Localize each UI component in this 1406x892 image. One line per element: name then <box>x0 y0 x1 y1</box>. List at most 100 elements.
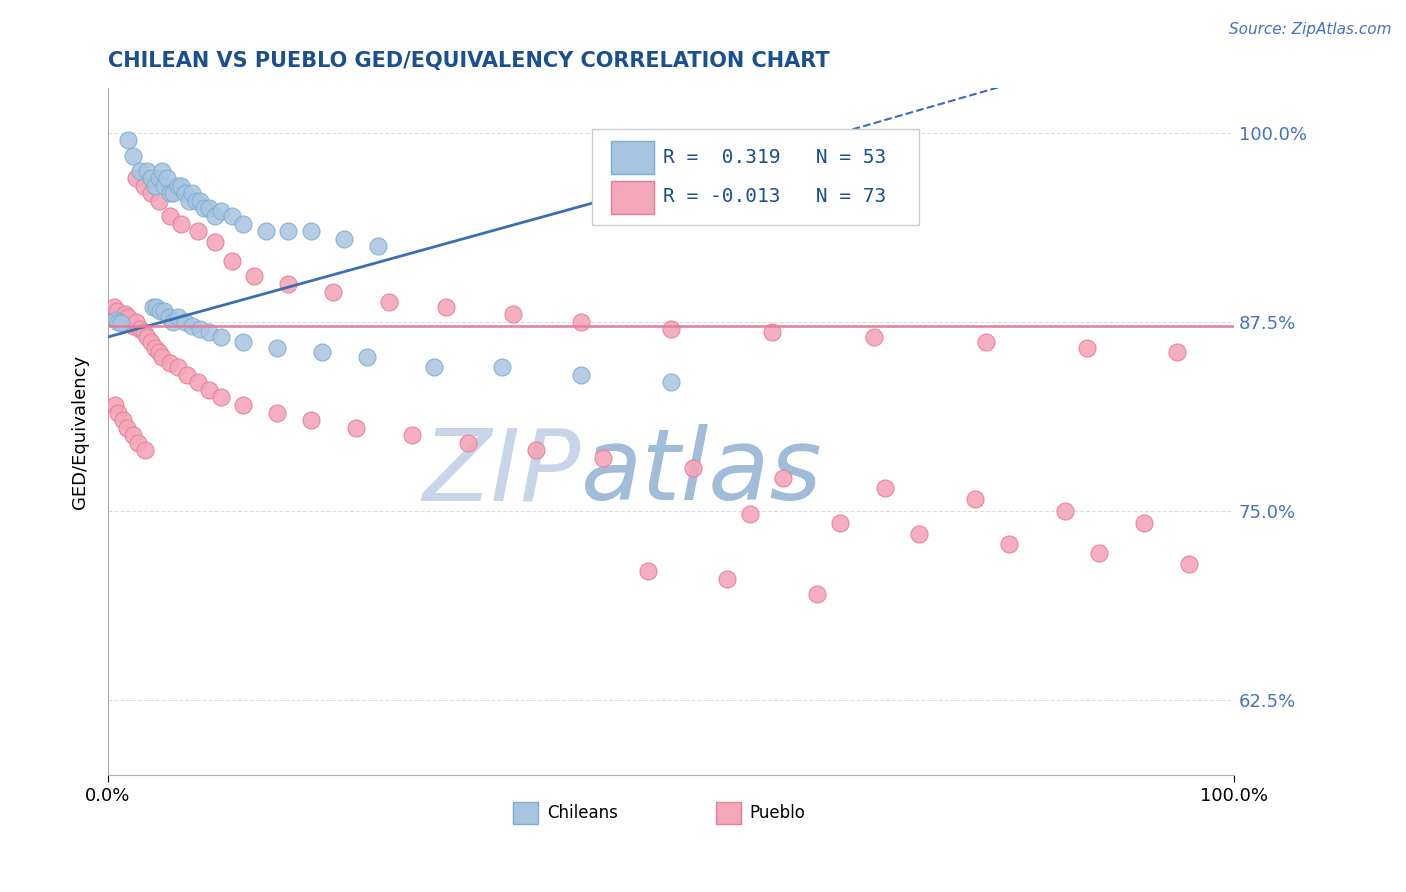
Point <box>204 209 226 223</box>
Point <box>299 413 322 427</box>
Point <box>401 428 423 442</box>
Point <box>254 224 277 238</box>
Point <box>121 148 143 162</box>
Point <box>198 326 221 340</box>
Point <box>173 315 195 329</box>
Point <box>772 470 794 484</box>
Point <box>277 277 299 291</box>
Point <box>1053 504 1076 518</box>
Point <box>143 178 166 193</box>
Point <box>153 178 176 193</box>
Point <box>159 186 181 201</box>
Point <box>188 322 211 336</box>
Point <box>128 163 150 178</box>
Point <box>187 376 209 390</box>
Point <box>828 516 851 530</box>
Point <box>117 310 139 325</box>
Point <box>761 326 783 340</box>
Text: Source: ZipAtlas.com: Source: ZipAtlas.com <box>1229 22 1392 37</box>
Point <box>637 564 659 578</box>
Point <box>198 383 221 397</box>
Point <box>738 507 761 521</box>
Point <box>333 232 356 246</box>
Point <box>111 413 134 427</box>
Point <box>356 350 378 364</box>
Point <box>159 356 181 370</box>
Point <box>110 317 132 331</box>
Point <box>569 315 592 329</box>
Point <box>209 204 232 219</box>
Point <box>134 443 156 458</box>
Point <box>148 345 170 359</box>
Point <box>423 360 446 375</box>
Point <box>125 315 148 329</box>
Point <box>243 269 266 284</box>
Point <box>170 217 193 231</box>
Point <box>311 345 333 359</box>
Point <box>103 300 125 314</box>
Text: atlas: atlas <box>581 425 823 521</box>
Point <box>907 526 929 541</box>
Point <box>153 304 176 318</box>
Point <box>139 171 162 186</box>
Point <box>125 171 148 186</box>
Point <box>204 235 226 249</box>
Point <box>193 202 215 216</box>
Point <box>170 178 193 193</box>
Point <box>659 376 682 390</box>
Point <box>659 322 682 336</box>
Point <box>148 171 170 186</box>
Text: R =  0.319   N = 53: R = 0.319 N = 53 <box>664 148 886 167</box>
Point <box>150 163 173 178</box>
Point <box>121 428 143 442</box>
Point <box>873 481 896 495</box>
Point <box>166 178 188 193</box>
Point <box>862 330 884 344</box>
Point <box>145 300 167 314</box>
Point <box>232 217 254 231</box>
Point <box>378 295 401 310</box>
Point <box>162 315 184 329</box>
Point <box>963 491 986 506</box>
Text: CHILEAN VS PUEBLO GED/EQUIVALENCY CORRELATION CHART: CHILEAN VS PUEBLO GED/EQUIVALENCY CORREL… <box>108 51 830 70</box>
Point <box>117 133 139 147</box>
Point <box>142 300 165 314</box>
Point <box>806 587 828 601</box>
Point <box>221 254 243 268</box>
Point <box>107 315 129 329</box>
Point <box>209 391 232 405</box>
Point <box>1132 516 1154 530</box>
Point <box>155 171 177 186</box>
Point <box>105 304 128 318</box>
Point <box>682 461 704 475</box>
Point <box>166 310 188 325</box>
Point <box>716 572 738 586</box>
FancyBboxPatch shape <box>592 128 918 225</box>
Bar <box>716 802 741 823</box>
Point <box>367 239 389 253</box>
Bar <box>612 142 654 175</box>
Point <box>1076 341 1098 355</box>
Point <box>143 341 166 355</box>
Point <box>139 334 162 349</box>
Point <box>177 194 200 208</box>
Point <box>176 368 198 382</box>
Bar <box>612 181 654 214</box>
Point <box>121 319 143 334</box>
Point <box>491 360 513 375</box>
Point <box>997 537 1019 551</box>
Point <box>974 334 997 349</box>
Point <box>162 186 184 201</box>
Bar <box>513 802 538 823</box>
Point <box>173 186 195 201</box>
Point <box>114 307 136 321</box>
Point <box>187 224 209 238</box>
Point <box>524 443 547 458</box>
Point <box>344 420 367 434</box>
Point <box>166 360 188 375</box>
Text: Chileans: Chileans <box>547 804 617 822</box>
Point <box>127 435 149 450</box>
Point <box>150 350 173 364</box>
Point <box>136 330 159 344</box>
Point <box>188 194 211 208</box>
